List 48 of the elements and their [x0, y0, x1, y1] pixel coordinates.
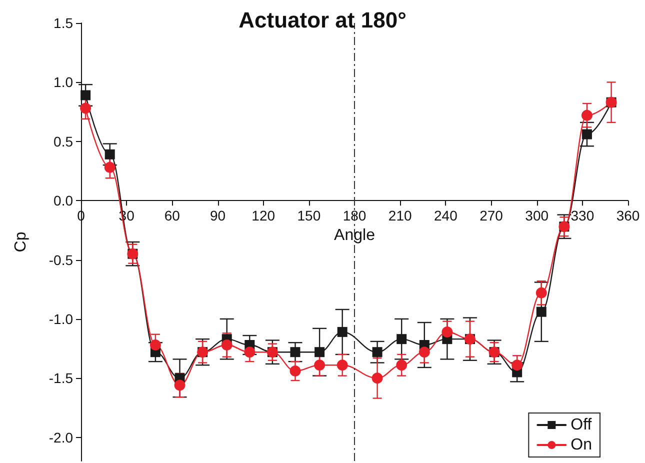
x-tick-label: 330 [570, 208, 594, 224]
x-tick-label: 300 [525, 208, 549, 224]
x-tick-label: 210 [388, 208, 412, 224]
x-tick-label: 60 [164, 208, 180, 224]
y-tick-label: 1.0 [54, 74, 74, 90]
point [396, 360, 408, 371]
point [244, 346, 256, 358]
x-tick-label: 90 [210, 208, 226, 224]
point [536, 287, 547, 298]
chart-title: Actuator at 180° [238, 8, 406, 32]
x-tick-label: 360 [616, 208, 640, 224]
point [314, 360, 326, 371]
point [80, 90, 91, 100]
y-tick-label: 1.5 [54, 15, 74, 31]
point [80, 102, 92, 114]
y-tick-label: -1.5 [48, 370, 74, 386]
y-tick-label: -2.0 [48, 429, 74, 446]
x-tick-label: 270 [480, 208, 504, 224]
point [336, 360, 348, 371]
point [512, 360, 523, 371]
y-axis-title: Cp [12, 232, 30, 252]
point [221, 339, 232, 350]
point [314, 347, 325, 358]
y-tick-label: 0.5 [54, 133, 74, 150]
x-tick-label: 150 [297, 208, 321, 224]
point [290, 366, 301, 377]
y-tick-label: -1.0 [48, 310, 74, 327]
point [104, 149, 115, 160]
point [104, 162, 116, 173]
point [372, 372, 383, 384]
point [150, 339, 161, 350]
x-tick-label: 120 [252, 208, 276, 224]
point [290, 347, 300, 358]
legend-label: On [570, 436, 592, 454]
legend-label: Off [570, 416, 592, 434]
y-tick-label: 0.0 [54, 192, 74, 209]
point [582, 129, 592, 140]
y-tick-label: -0.5 [48, 252, 74, 268]
point [396, 334, 407, 344]
point [337, 326, 348, 337]
point [581, 110, 592, 121]
point [442, 326, 453, 338]
point [536, 306, 546, 317]
point [418, 346, 430, 358]
x-axis-title: Angle [334, 226, 376, 244]
point [372, 347, 382, 358]
point [174, 380, 186, 391]
x-tick-label: 240 [434, 208, 458, 224]
